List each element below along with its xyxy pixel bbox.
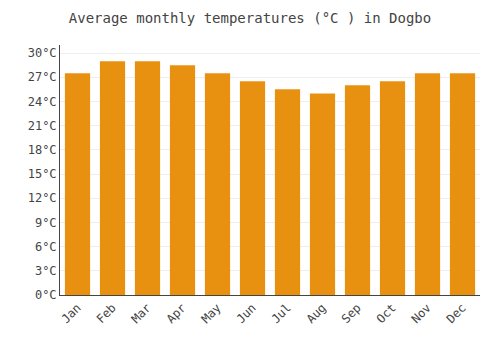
svg-text:Apr: Apr bbox=[164, 301, 189, 326]
svg-text:Mar: Mar bbox=[129, 301, 154, 326]
svg-text:May: May bbox=[199, 301, 224, 326]
svg-text:24°C: 24°C bbox=[28, 95, 57, 109]
svg-text:Aug: Aug bbox=[304, 301, 329, 326]
svg-text:Sep: Sep bbox=[339, 301, 364, 326]
svg-text:6°C: 6°C bbox=[35, 240, 57, 254]
svg-text:30°C: 30°C bbox=[28, 46, 57, 60]
svg-text:3°C: 3°C bbox=[35, 264, 57, 278]
svg-text:Jan: Jan bbox=[59, 301, 84, 326]
svg-text:12°C: 12°C bbox=[28, 191, 57, 205]
svg-text:Nov: Nov bbox=[409, 301, 434, 326]
svg-text:Dec: Dec bbox=[444, 301, 469, 326]
svg-text:Oct: Oct bbox=[374, 301, 399, 326]
svg-text:18°C: 18°C bbox=[28, 143, 57, 157]
svg-text:Feb: Feb bbox=[94, 301, 119, 326]
svg-text:Jun: Jun bbox=[234, 301, 259, 326]
svg-text:9°C: 9°C bbox=[35, 216, 57, 230]
svg-text:0°C: 0°C bbox=[35, 288, 57, 302]
svg-text:15°C: 15°C bbox=[28, 167, 57, 181]
svg-text:27°C: 27°C bbox=[28, 70, 57, 84]
svg-text:Jul: Jul bbox=[269, 301, 294, 326]
svg-text:21°C: 21°C bbox=[28, 119, 57, 133]
svg-text:Average monthly temperatures (: Average monthly temperatures (°C ) in Do… bbox=[69, 10, 431, 26]
